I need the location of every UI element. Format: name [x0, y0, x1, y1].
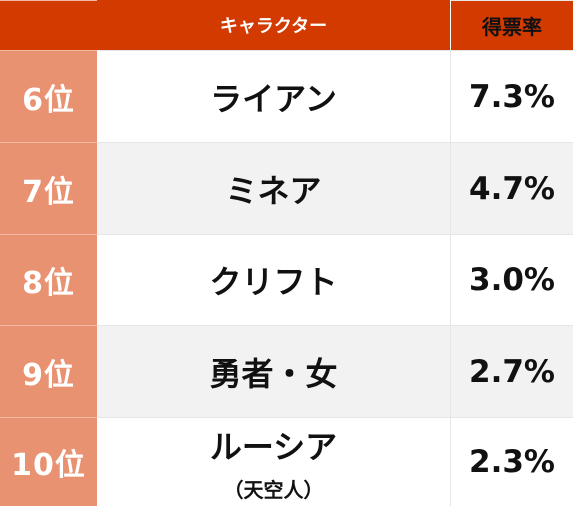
character-name-cell: ライアン [97, 50, 450, 142]
rank-cell: 9位 [0, 325, 97, 417]
character-name: ライアン [210, 79, 337, 118]
character-name: 勇者・女 [209, 354, 338, 393]
character-name: クリフト [209, 263, 338, 301]
character-name-cell: ミネア [97, 142, 450, 234]
character-name-cell: 勇者・女 [97, 325, 450, 417]
rank-cell: 8位 [0, 234, 97, 325]
character-name: ミネア [225, 171, 322, 210]
rank-column-header [0, 0, 97, 50]
score-cell: 2.3% [450, 417, 573, 506]
score-cell: 4.7% [450, 142, 573, 234]
character-name-cell: クリフト [97, 234, 450, 325]
score-cell: 3.0% [450, 234, 573, 325]
rank-cell: 6位 [0, 50, 97, 142]
score-column-header: 得票率 [450, 0, 573, 50]
character-note: （天空人） [223, 477, 324, 502]
rank-cell: 7位 [0, 142, 97, 234]
character-name-cell: ルーシア （天空人） [97, 417, 450, 506]
character-column-header: キャラクター [97, 0, 450, 50]
rank-cell: 10位 [0, 417, 97, 506]
score-cell: 7.3% [450, 50, 573, 142]
score-cell: 2.7% [450, 325, 573, 417]
character-name: ルーシア [209, 427, 338, 466]
